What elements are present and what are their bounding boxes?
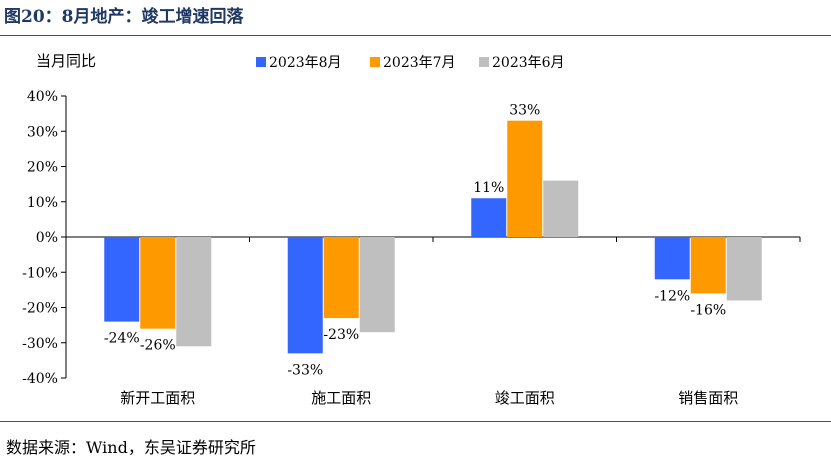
data-label: 33%	[509, 103, 540, 119]
figure-title: 图20：8月地产：竣工增速回落	[4, 7, 244, 27]
y-tick-label: 40%	[27, 89, 58, 105]
legend-swatch-1	[256, 57, 266, 67]
data-label: -24%	[104, 331, 140, 347]
bar-chart: 当月同比 2023年8月 2023年7月 2023年6月 -40% -30% -20% -10…	[22, 52, 801, 407]
bar-1-3	[471, 198, 507, 237]
bar-3-4	[726, 237, 762, 301]
y-tick-label: 0%	[36, 230, 58, 246]
bar-1-1	[104, 237, 140, 322]
bar-2-2	[323, 237, 359, 319]
source-divider	[0, 421, 831, 422]
bar-1-2	[287, 237, 323, 354]
y-tick-label: 30%	[27, 124, 58, 140]
data-label: -23%	[323, 327, 359, 343]
bar-3-1	[176, 237, 212, 347]
y-tick-label: -30%	[22, 336, 58, 352]
y-tick-label: -10%	[22, 265, 58, 281]
x-tick-label: 销售面积	[678, 389, 738, 407]
legend-label-3: 2023年6月	[492, 55, 565, 71]
data-label: 11%	[473, 180, 504, 196]
legend-label-1: 2023年8月	[269, 55, 342, 71]
bar-3-3	[543, 180, 579, 237]
data-label: -26%	[140, 338, 176, 354]
y-tick-label: 10%	[27, 195, 58, 211]
bar-2-4	[690, 237, 726, 294]
legend-swatch-2	[370, 57, 380, 67]
legend-label-2: 2023年7月	[383, 55, 456, 71]
legend-swatch-3	[479, 57, 489, 67]
bar-2-3	[507, 120, 543, 237]
data-label: -12%	[654, 288, 690, 304]
bar-3-2	[359, 237, 395, 333]
bar-1-4	[654, 237, 690, 280]
title-underline	[0, 35, 831, 36]
y-tick-label: -40%	[22, 371, 58, 387]
bar-2-1	[140, 237, 176, 329]
x-tick-label: 新开工面积	[120, 389, 195, 407]
x-tick-label: 施工面积	[311, 389, 371, 407]
y-tick-label: -20%	[22, 301, 58, 317]
data-label: -16%	[690, 302, 726, 318]
y-axis-label: 当月同比	[36, 52, 96, 70]
x-tick-label: 竣工面积	[495, 389, 555, 407]
y-tick-label: 20%	[27, 160, 58, 176]
data-label: -33%	[287, 362, 323, 378]
source-note: 数据来源：Wind，东吴证券研究所	[6, 438, 256, 457]
